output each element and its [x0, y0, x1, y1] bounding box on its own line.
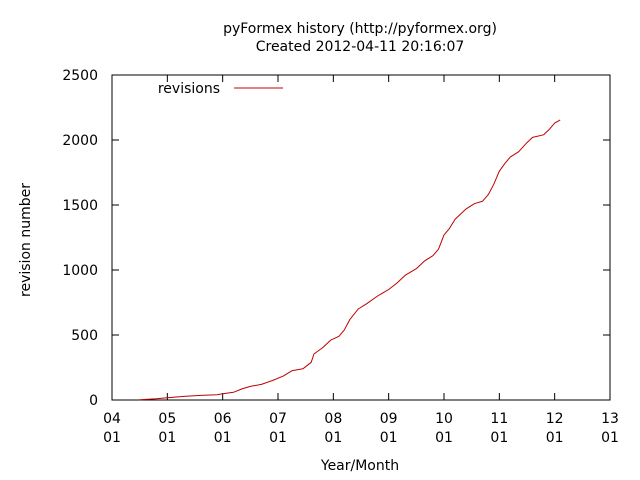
x-tick-label-year: 13	[601, 411, 619, 427]
y-tick-label: 0	[89, 393, 98, 409]
x-tick-label-year: 07	[269, 411, 287, 427]
legend: revisions	[158, 81, 283, 97]
y-tick-label: 2500	[62, 68, 98, 84]
x-tick-label-year: 06	[214, 411, 232, 427]
x-axis-label: Year/Month	[320, 458, 399, 474]
y-tick-label: 1000	[62, 263, 98, 279]
x-tick-label-year: 11	[490, 411, 508, 427]
x-tick-label-year: 08	[324, 411, 342, 427]
x-tick-label-year: 12	[546, 411, 564, 427]
x-tick-label-year: 09	[380, 411, 398, 427]
y-axis: 0 500 1000 1500 2000 2500	[62, 68, 610, 409]
legend-label-revisions: revisions	[158, 81, 220, 97]
chart-subtitle: Created 2012-04-11 20:16:07	[256, 39, 465, 55]
x-tick-label-month: 01	[103, 430, 121, 446]
plot-area-border	[111, 74, 611, 401]
chart-title: pyFormex history (http://pyformex.org)	[223, 21, 497, 37]
x-tick-label-year: 04	[103, 411, 121, 427]
series-line-revisions	[139, 119, 561, 401]
series-layer	[139, 119, 561, 401]
x-tick-label-year: 05	[158, 411, 176, 427]
x-tick-label-month: 01	[214, 430, 232, 446]
x-axis: 04 01 05 01 06 01 07 01 08 01 09 01 10 01 11 01 12 01 13 01	[103, 75, 619, 446]
x-tick-label-month: 01	[435, 430, 453, 446]
x-tick-label-month: 01	[490, 430, 508, 446]
x-tick-label-month: 01	[601, 430, 619, 446]
x-tick-label-year: 10	[435, 411, 453, 427]
x-tick-label-month: 01	[546, 430, 564, 446]
y-tick-label: 500	[71, 328, 98, 344]
x-tick-label-month: 01	[158, 430, 176, 446]
y-axis-label: revision number	[18, 183, 34, 297]
x-tick-label-month: 01	[380, 430, 398, 446]
y-tick-label: 1500	[62, 198, 98, 214]
y-tick-label: 2000	[62, 133, 98, 149]
x-tick-label-month: 01	[324, 430, 342, 446]
x-tick-label-month: 01	[269, 430, 287, 446]
